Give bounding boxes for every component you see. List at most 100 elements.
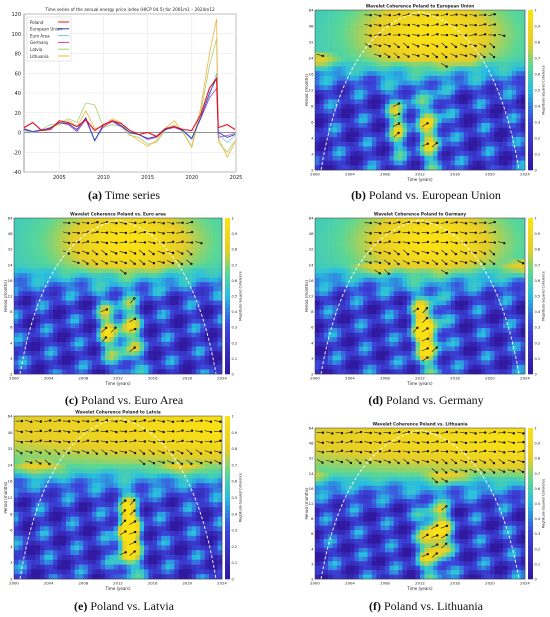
x-tick-label: 2012: [415, 376, 425, 381]
y-tick-label: 3: [311, 356, 314, 361]
x-axis-label: Time (years): [406, 381, 433, 386]
x-tick-label: 2008: [78, 376, 88, 381]
x-tick-label: 2012: [415, 581, 425, 586]
y-tick-label: 32: [309, 456, 314, 461]
chart-title: Wavelet Coherence Poland vs. Lithuania: [372, 422, 467, 427]
legend-label: Poland: [30, 20, 44, 25]
y-tick-label: 2: [311, 577, 314, 582]
colorbar-tick-label: 0: [232, 578, 235, 582]
x-tick-label: 2000: [310, 172, 320, 177]
series-line-european-union: [23, 78, 236, 142]
y-tick-label: 6: [311, 325, 314, 330]
y-tick-label: 32: [309, 40, 314, 45]
colorbar-tick-label: 0.1: [232, 561, 238, 565]
colorbar: [225, 416, 230, 580]
colorbar-label: Magnitude-Squared Coherence: [542, 65, 546, 114]
coherence-field: [315, 428, 526, 580]
coherence-field: [14, 416, 223, 580]
y-tick-label: 12: [309, 294, 314, 299]
x-tick-label: 2000: [9, 376, 19, 381]
x-tick-label: 2012: [113, 581, 123, 586]
y-tick-label: 48: [309, 441, 314, 446]
colorbar-label: Magnitude-Squared Coherence: [542, 479, 546, 528]
y-tick-label: 80: [15, 52, 21, 58]
y-tick-label: 48: [309, 231, 314, 236]
y-tick-label: 64: [309, 8, 314, 13]
x-tick-label: 2004: [345, 172, 355, 177]
y-tick-label: 32: [8, 446, 13, 451]
panel-time-series: -40 -20 0 20 40 60 80 100 120 2005 2010 2015 2020 202…: [4, 4, 244, 181]
x-axis-label: Time (years): [406, 586, 433, 591]
y-tick-label: 3: [10, 356, 13, 361]
y-tick-label: 120: [11, 12, 21, 18]
y-tick-label: 12: [8, 294, 13, 299]
chart-title: Wavelet Coherence Poland to Latvia: [75, 410, 161, 415]
panel-poland-lithuania: Wavelet Coherence Poland vs. Lithuania 64…: [304, 420, 547, 593]
wavelet-coherence-eu-chart: Wavelet Coherence Poland to European Uni…: [304, 4, 546, 183]
x-tick-label: 2025: [230, 175, 243, 180]
coherence-field: [315, 218, 526, 375]
caption-b: (b) Poland vs. European Union: [305, 188, 547, 203]
y-tick-label: 2: [10, 372, 13, 377]
panel-poland-latvia: Wavelet Coherence Poland to Latvia 64 48 32…: [3, 408, 244, 593]
caption-c-text: Poland vs. Euro Area: [81, 393, 184, 407]
x-axis-label: Time (years): [104, 586, 131, 591]
y-tick-label: -20: [13, 150, 21, 156]
phase-arrows: [62, 220, 203, 352]
y-tick-label: 16: [8, 479, 13, 484]
x-tick-label: 2000: [310, 376, 320, 381]
colorbar-tick-label: 0.5: [535, 89, 541, 93]
colorbar: [225, 218, 230, 375]
coherence-field: [14, 218, 223, 375]
colorbar-tick-label: 0.3: [535, 326, 541, 330]
x-tick-label: 2008: [380, 172, 390, 177]
y-tick-label: 16: [309, 486, 314, 491]
legend-label: Germany: [30, 40, 49, 45]
x-tick-label: 2020: [485, 172, 495, 177]
colorbar-label: Magnitude-Squared Coherence: [239, 473, 243, 522]
legend-label: European Union: [30, 27, 62, 32]
y-tick-label: 24: [8, 262, 13, 267]
chart-title: Wavelet Coherence Poland vs. Euro area: [70, 212, 166, 217]
phase-arrows: [316, 13, 506, 148]
colorbar-tick-label: 0.1: [535, 357, 541, 361]
colorbar: [528, 218, 533, 375]
caption-b-text: Poland vs. European Union: [368, 188, 501, 202]
panel-poland-germany: Wavelet Coherence Poland to Germany 64 48 3…: [304, 210, 547, 388]
x-tick-label: 2008: [78, 581, 88, 586]
caption-d: (d) Poland vs. Germany: [305, 393, 547, 408]
y-tick-label: 4: [311, 340, 314, 345]
y-tick-label: 4: [10, 544, 13, 549]
y-tick-label: 12: [309, 88, 314, 93]
colorbar-tick-label: 0.5: [232, 295, 238, 299]
colorbar-tick-label: 0.7: [232, 463, 238, 467]
y-tick-label: 8: [10, 309, 13, 314]
legend-box: [26, 16, 72, 62]
y-tick-label: 64: [309, 426, 314, 431]
caption-e: (e) Poland vs. Latvia: [4, 599, 244, 614]
y-axis-label: Period (months): [4, 481, 8, 513]
x-tick-label: 2024: [520, 581, 530, 586]
plot-frame: [314, 217, 526, 375]
colorbar-tick-label: 1: [535, 217, 537, 221]
colorbar-tick-label: 0.7: [232, 263, 238, 267]
colorbar-tick-label: 0.4: [535, 310, 541, 314]
x-tick-label: 2016: [450, 376, 460, 381]
y-tick-label: 0: [18, 131, 21, 137]
x-tick-label: 2020: [485, 581, 495, 586]
colorbar-tick-label: 1: [535, 427, 537, 431]
y-axis-label: Period (months): [305, 74, 309, 106]
colorbar-tick-label: 0.2: [232, 545, 238, 549]
x-axis-label: Time (years): [406, 177, 433, 182]
y-tick-label: 100: [11, 32, 21, 38]
cone-of-influence: [320, 429, 520, 580]
panel-poland-euro-area: Wavelet Coherence Poland vs. Euro area 64…: [3, 210, 244, 388]
cone-of-influence: [19, 417, 217, 580]
colorbar: [528, 428, 533, 580]
colorbar-tick-label: 0.3: [535, 532, 541, 536]
y-axis-label: Period (months): [305, 487, 309, 519]
caption-f-letter: (f): [369, 599, 381, 613]
y-tick-label: 4: [311, 546, 314, 551]
y-axis-label: Period (months): [305, 280, 309, 312]
series-line-poland: [23, 76, 236, 138]
